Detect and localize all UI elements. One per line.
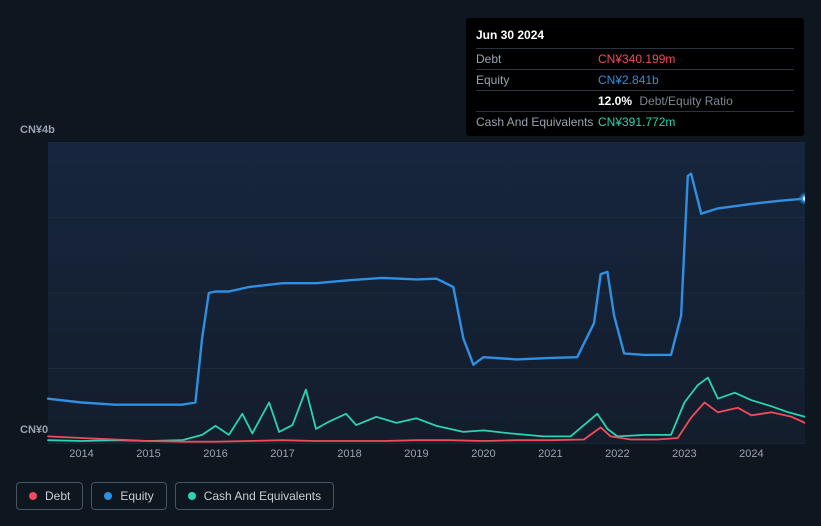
- financial-chart[interactable]: [16, 142, 805, 444]
- tooltip-row: 12.0% Debt/Equity Ratio: [476, 90, 794, 111]
- x-axis-tick: 2015: [136, 448, 160, 460]
- tooltip-date: Jun 30 2024: [476, 24, 794, 48]
- tooltip-row: DebtCN¥340.199m: [476, 48, 794, 69]
- chart-legend: Debt Equity Cash And Equivalents: [16, 482, 334, 510]
- tooltip-row-label: Cash And Equivalents: [476, 115, 598, 129]
- chart-tooltip: Jun 30 2024 DebtCN¥340.199mEquityCN¥2.84…: [466, 18, 804, 136]
- tooltip-row-label: Equity: [476, 73, 598, 87]
- tooltip-row-value: CN¥391.772m: [598, 115, 675, 129]
- legend-label: Equity: [120, 489, 153, 503]
- legend-dot-icon: [188, 492, 196, 500]
- legend-dot-icon: [29, 492, 37, 500]
- tooltip-row-label: [476, 94, 598, 108]
- tooltip-row-value: CN¥340.199m: [598, 52, 675, 66]
- x-axis-tick: 2020: [471, 448, 495, 460]
- x-axis-tick: 2016: [203, 448, 227, 460]
- x-axis-ticks: 2014 2015 2016 2017 2018 2019 2020 2021 2022 2023…: [16, 448, 805, 464]
- tooltip-row: EquityCN¥2.841b: [476, 69, 794, 90]
- tooltip-row-suffix: Debt/Equity Ratio: [636, 94, 733, 108]
- x-axis-tick: 2017: [270, 448, 294, 460]
- tooltip-row-value: CN¥2.841b: [598, 73, 659, 87]
- legend-label: Cash And Equivalents: [204, 489, 321, 503]
- legend-item[interactable]: Cash And Equivalents: [175, 482, 334, 510]
- tooltip-row-label: Debt: [476, 52, 598, 66]
- legend-item[interactable]: Equity: [91, 482, 166, 510]
- x-axis-tick: 2022: [605, 448, 629, 460]
- x-axis-tick: 2023: [672, 448, 696, 460]
- legend-label: Debt: [45, 489, 70, 503]
- x-axis-tick: 2021: [538, 448, 562, 460]
- x-axis-tick: 2014: [69, 448, 93, 460]
- tooltip-row-value: 12.0% Debt/Equity Ratio: [598, 94, 733, 108]
- tooltip-row: Cash And EquivalentsCN¥391.772m: [476, 111, 794, 132]
- x-axis-tick: 2018: [337, 448, 361, 460]
- legend-item[interactable]: Debt: [16, 482, 83, 510]
- legend-dot-icon: [104, 492, 112, 500]
- y-axis-max-label: CN¥4b: [20, 124, 55, 136]
- x-axis-tick: 2024: [739, 448, 763, 460]
- x-axis-tick: 2019: [404, 448, 428, 460]
